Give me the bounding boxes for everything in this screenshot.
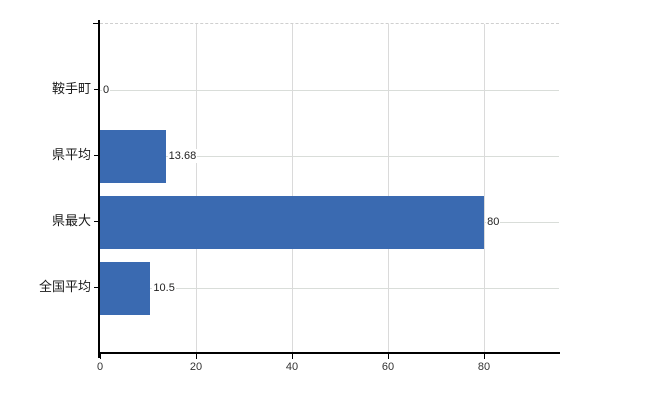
value-label: 13.68	[167, 149, 198, 163]
plot-area: 0 13.68 80 10.5	[100, 23, 559, 353]
category-label-鞍手町: 鞍手町	[51, 81, 91, 96]
x-axis-line	[98, 352, 560, 354]
y-axis-line	[98, 20, 100, 358]
x-axis-tick-label: 20	[189, 361, 203, 373]
y-axis-tick	[94, 154, 100, 156]
v-gridline	[388, 24, 389, 353]
v-gridline	[484, 24, 485, 353]
category-label-県最大: 県最大	[51, 213, 91, 228]
x-axis-tick-label: 60	[381, 361, 395, 373]
h-gridline	[100, 287, 559, 289]
value-label: 0	[102, 83, 111, 97]
h-gridline	[100, 155, 559, 157]
h-gridline	[100, 89, 559, 91]
bar-全国平均	[100, 261, 151, 315]
x-axis-tick	[196, 354, 197, 359]
x-axis-tick	[292, 354, 293, 359]
v-gridline	[196, 24, 197, 353]
category-label-県平均: 県平均	[51, 147, 91, 162]
x-axis-tick-label: 80	[477, 361, 491, 373]
x-axis-tick	[484, 354, 485, 359]
y-axis-top-tick	[93, 23, 100, 24]
x-axis-tick-label: 0	[96, 361, 104, 373]
x-axis-tick	[388, 354, 389, 359]
value-label: 10.5	[152, 281, 176, 295]
x-axis-tick	[100, 354, 101, 359]
y-axis-tick	[94, 286, 100, 288]
y-axis-tick	[94, 220, 100, 222]
category-label-全国平均: 全国平均	[38, 279, 91, 294]
bar-県平均	[100, 129, 166, 183]
y-axis-tick	[94, 88, 100, 90]
value-label: 80	[486, 215, 501, 229]
v-gridline	[292, 24, 293, 353]
x-axis-tick-label: 40	[285, 361, 299, 373]
bar-県最大	[100, 195, 485, 249]
